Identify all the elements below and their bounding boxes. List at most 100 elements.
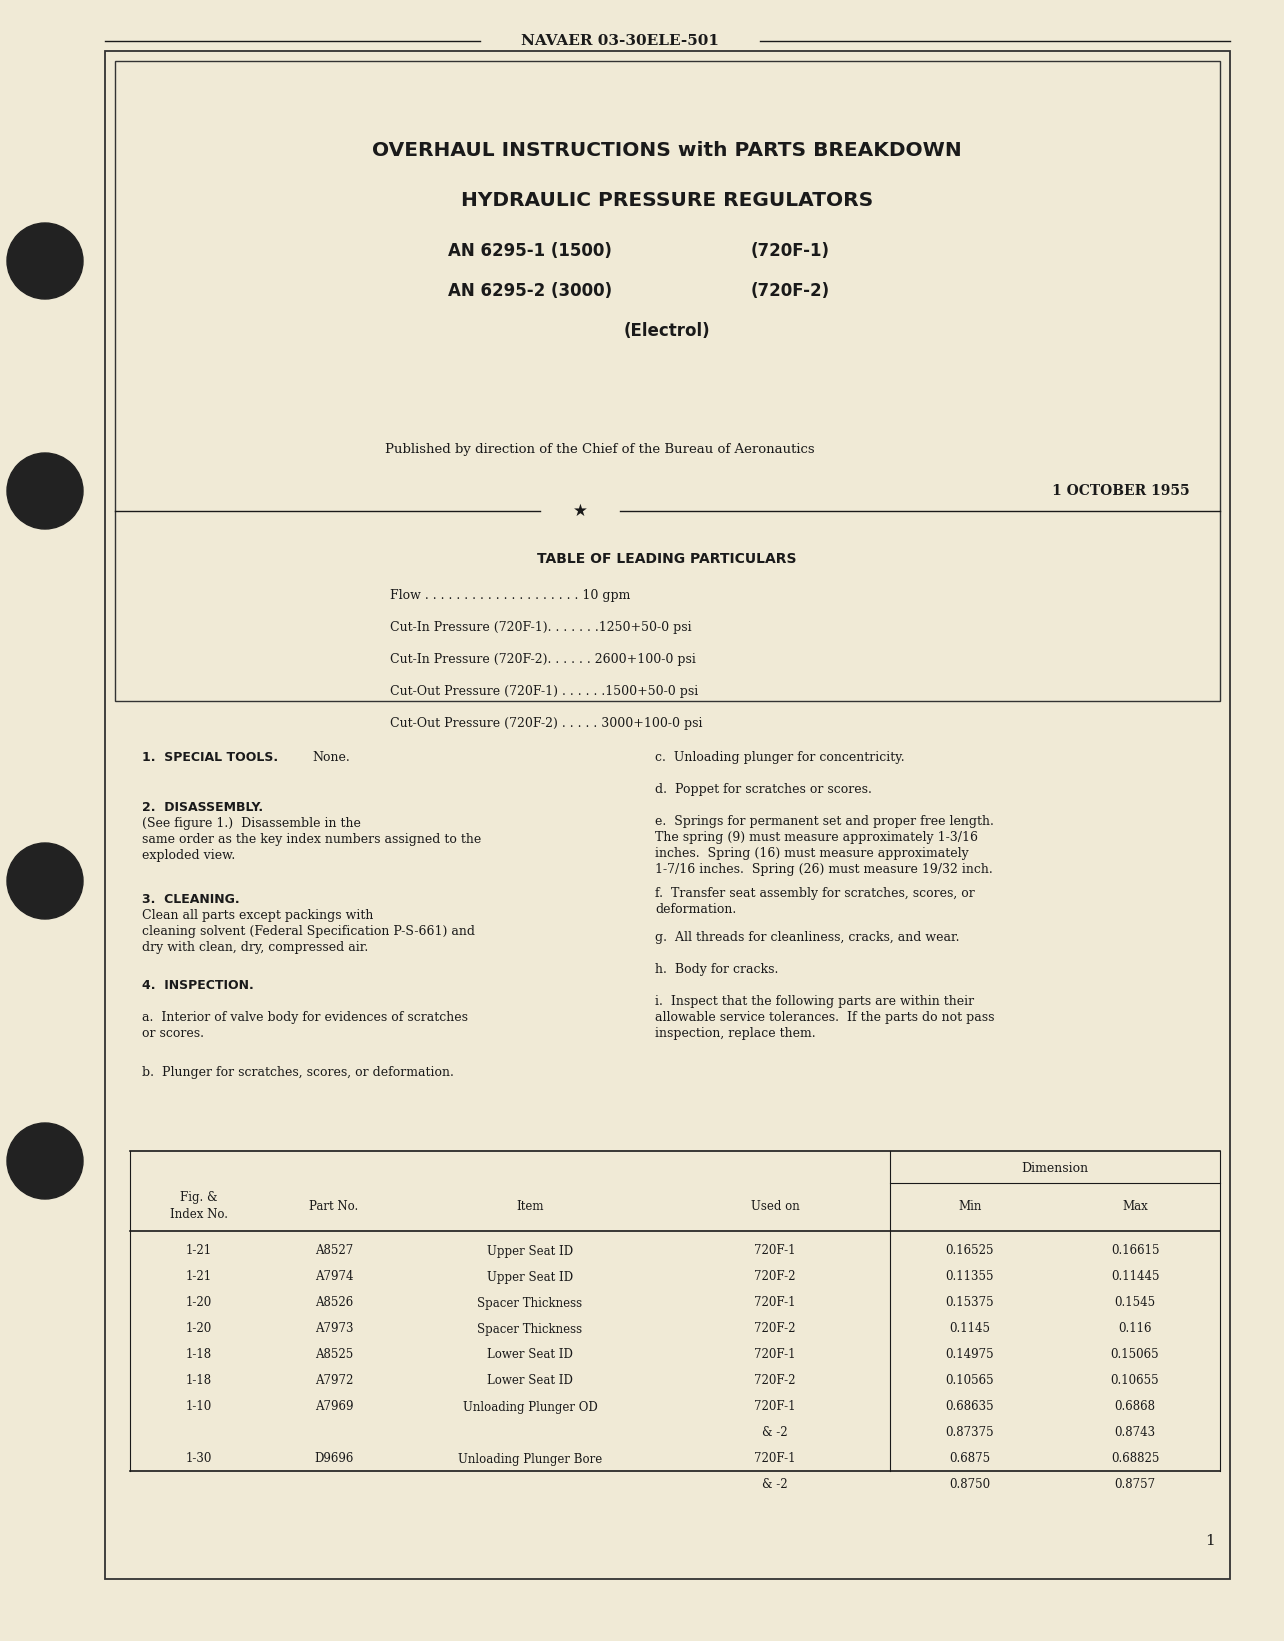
Text: Lower Seat ID: Lower Seat ID — [487, 1349, 573, 1362]
Text: Min: Min — [958, 1200, 982, 1213]
Text: same order as the key index numbers assigned to the: same order as the key index numbers assi… — [143, 834, 482, 847]
Bar — [116, 61, 1220, 701]
Text: Unloading Plunger OD: Unloading Plunger OD — [462, 1400, 597, 1413]
Text: 0.1145: 0.1145 — [949, 1323, 990, 1336]
Text: allowable service tolerances.  If the parts do not pass: allowable service tolerances. If the par… — [655, 1011, 995, 1024]
Text: 0.10655: 0.10655 — [1111, 1375, 1159, 1388]
Text: & -2: & -2 — [763, 1479, 788, 1492]
Bar — [105, 51, 1230, 1579]
Text: inspection, replace them.: inspection, replace them. — [655, 1027, 815, 1040]
Text: 0.6875: 0.6875 — [949, 1452, 990, 1465]
Text: AN 6295-2 (3000): AN 6295-2 (3000) — [448, 282, 612, 300]
Text: Lower Seat ID: Lower Seat ID — [487, 1375, 573, 1388]
Text: 0.15065: 0.15065 — [1111, 1349, 1159, 1362]
Text: Spacer Thickness: Spacer Thickness — [478, 1296, 583, 1310]
Text: 1.  SPECIAL TOOLS.: 1. SPECIAL TOOLS. — [143, 752, 279, 765]
Text: Published by direction of the Chief of the Bureau of Aeronautics: Published by direction of the Chief of t… — [385, 443, 815, 456]
Text: ★: ★ — [573, 502, 588, 520]
Text: 0.11355: 0.11355 — [946, 1270, 994, 1283]
Text: 0.8757: 0.8757 — [1115, 1479, 1156, 1492]
Text: 720F-1: 720F-1 — [754, 1296, 796, 1310]
Text: 1-10: 1-10 — [186, 1400, 212, 1413]
Text: i.  Inspect that the following parts are within their: i. Inspect that the following parts are … — [655, 994, 975, 1008]
Text: 0.14975: 0.14975 — [946, 1349, 994, 1362]
Text: dry with clean, dry, compressed air.: dry with clean, dry, compressed air. — [143, 940, 369, 953]
Text: OVERHAUL INSTRUCTIONS with PARTS BREAKDOWN: OVERHAUL INSTRUCTIONS with PARTS BREAKDO… — [372, 141, 962, 161]
Text: (720F-2): (720F-2) — [750, 282, 829, 300]
Text: 0.8743: 0.8743 — [1115, 1426, 1156, 1439]
Text: The spring (9) must measure approximately 1-3/16: The spring (9) must measure approximatel… — [655, 830, 978, 843]
Text: 4.  INSPECTION.: 4. INSPECTION. — [143, 980, 254, 993]
Text: & -2: & -2 — [763, 1426, 788, 1439]
Text: e.  Springs for permanent set and proper free length.: e. Springs for permanent set and proper … — [655, 816, 994, 829]
Text: Upper Seat ID: Upper Seat ID — [487, 1244, 573, 1257]
Text: Part No.: Part No. — [309, 1200, 358, 1213]
Text: Upper Seat ID: Upper Seat ID — [487, 1270, 573, 1283]
Text: 720F-1: 720F-1 — [754, 1244, 796, 1257]
Text: 0.87375: 0.87375 — [946, 1426, 994, 1439]
Text: 720F-2: 720F-2 — [754, 1270, 796, 1283]
Text: 0.10565: 0.10565 — [946, 1375, 994, 1388]
Text: 1: 1 — [1206, 1534, 1215, 1547]
Text: Unloading Plunger Bore: Unloading Plunger Bore — [458, 1452, 602, 1465]
Text: c.  Unloading plunger for concentricity.: c. Unloading plunger for concentricity. — [655, 752, 905, 765]
Text: 0.15375: 0.15375 — [946, 1296, 994, 1310]
Text: AN 6295-1 (1500): AN 6295-1 (1500) — [448, 241, 612, 259]
Text: (720F-1): (720F-1) — [751, 241, 829, 259]
Text: TABLE OF LEADING PARTICULARS: TABLE OF LEADING PARTICULARS — [537, 551, 797, 566]
Text: 0.11445: 0.11445 — [1111, 1270, 1159, 1283]
Circle shape — [6, 843, 83, 919]
Text: 1 OCTOBER 1955: 1 OCTOBER 1955 — [1053, 484, 1190, 497]
Text: g.  All threads for cleanliness, cracks, and wear.: g. All threads for cleanliness, cracks, … — [655, 930, 959, 944]
Text: 1-7/16 inches.  Spring (26) must measure 19/32 inch.: 1-7/16 inches. Spring (26) must measure … — [655, 863, 993, 876]
Text: 1-18: 1-18 — [186, 1375, 212, 1388]
Text: Item: Item — [516, 1200, 543, 1213]
Text: 720F-2: 720F-2 — [754, 1323, 796, 1336]
Text: 0.116: 0.116 — [1118, 1323, 1152, 1336]
Text: 0.6868: 0.6868 — [1115, 1400, 1156, 1413]
Text: D9696: D9696 — [315, 1452, 353, 1465]
Text: Used on: Used on — [751, 1200, 800, 1213]
Text: d.  Poppet for scratches or scores.: d. Poppet for scratches or scores. — [655, 783, 872, 796]
Text: a.  Interior of valve body for evidences of scratches: a. Interior of valve body for evidences … — [143, 1011, 467, 1024]
Text: inches.  Spring (16) must measure approximately: inches. Spring (16) must measure approxi… — [655, 847, 968, 860]
Text: exploded view.: exploded view. — [143, 848, 235, 862]
Text: A7972: A7972 — [315, 1375, 353, 1388]
Text: A8526: A8526 — [315, 1296, 353, 1310]
Text: or scores.: or scores. — [143, 1027, 204, 1040]
Circle shape — [6, 1122, 83, 1200]
Text: deformation.: deformation. — [655, 903, 736, 916]
Text: 0.16615: 0.16615 — [1111, 1244, 1159, 1257]
Text: HYDRAULIC PRESSURE REGULATORS: HYDRAULIC PRESSURE REGULATORS — [461, 192, 873, 210]
Text: Fig. &
Index No.: Fig. & Index No. — [169, 1191, 229, 1221]
Text: 0.1545: 0.1545 — [1115, 1296, 1156, 1310]
Text: (Electrol): (Electrol) — [624, 322, 710, 340]
Text: cleaning solvent (Federal Specification P-S-661) and: cleaning solvent (Federal Specification … — [143, 926, 475, 939]
Text: 0.68635: 0.68635 — [946, 1400, 994, 1413]
Text: 0.16525: 0.16525 — [946, 1244, 994, 1257]
Text: Dimension: Dimension — [1022, 1162, 1089, 1175]
Text: 720F-1: 720F-1 — [754, 1452, 796, 1465]
Text: b.  Plunger for scratches, scores, or deformation.: b. Plunger for scratches, scores, or def… — [143, 1067, 453, 1080]
Text: Cut-In Pressure (720F-1). . . . . . .1250+50-0 psi: Cut-In Pressure (720F-1). . . . . . .125… — [390, 622, 692, 635]
Text: 1-18: 1-18 — [186, 1349, 212, 1362]
Text: f.  Transfer seat assembly for scratches, scores, or: f. Transfer seat assembly for scratches,… — [655, 888, 975, 899]
Text: 720F-1: 720F-1 — [754, 1400, 796, 1413]
Text: A7969: A7969 — [315, 1400, 353, 1413]
Text: 720F-2: 720F-2 — [754, 1375, 796, 1388]
Text: 0.8750: 0.8750 — [949, 1479, 990, 1492]
Text: A7973: A7973 — [315, 1323, 353, 1336]
Text: NAVAER 03-30ELE-501: NAVAER 03-30ELE-501 — [521, 34, 719, 48]
Text: h.  Body for cracks.: h. Body for cracks. — [655, 963, 778, 976]
Text: Max: Max — [1122, 1200, 1148, 1213]
Text: Flow . . . . . . . . . . . . . . . . . . . . 10 gpm: Flow . . . . . . . . . . . . . . . . . .… — [390, 589, 630, 602]
Text: Spacer Thickness: Spacer Thickness — [478, 1323, 583, 1336]
Text: 1-20: 1-20 — [186, 1323, 212, 1336]
Text: (See figure 1.)  Disassemble in the: (See figure 1.) Disassemble in the — [143, 817, 361, 830]
Text: 0.68825: 0.68825 — [1111, 1452, 1159, 1465]
Text: Cut-Out Pressure (720F-2) . . . . . 3000+100-0 psi: Cut-Out Pressure (720F-2) . . . . . 3000… — [390, 717, 702, 730]
Text: 1-21: 1-21 — [186, 1270, 212, 1283]
Text: 2.  DISASSEMBLY.: 2. DISASSEMBLY. — [143, 801, 263, 814]
Text: 720F-1: 720F-1 — [754, 1349, 796, 1362]
Text: A8525: A8525 — [315, 1349, 353, 1362]
